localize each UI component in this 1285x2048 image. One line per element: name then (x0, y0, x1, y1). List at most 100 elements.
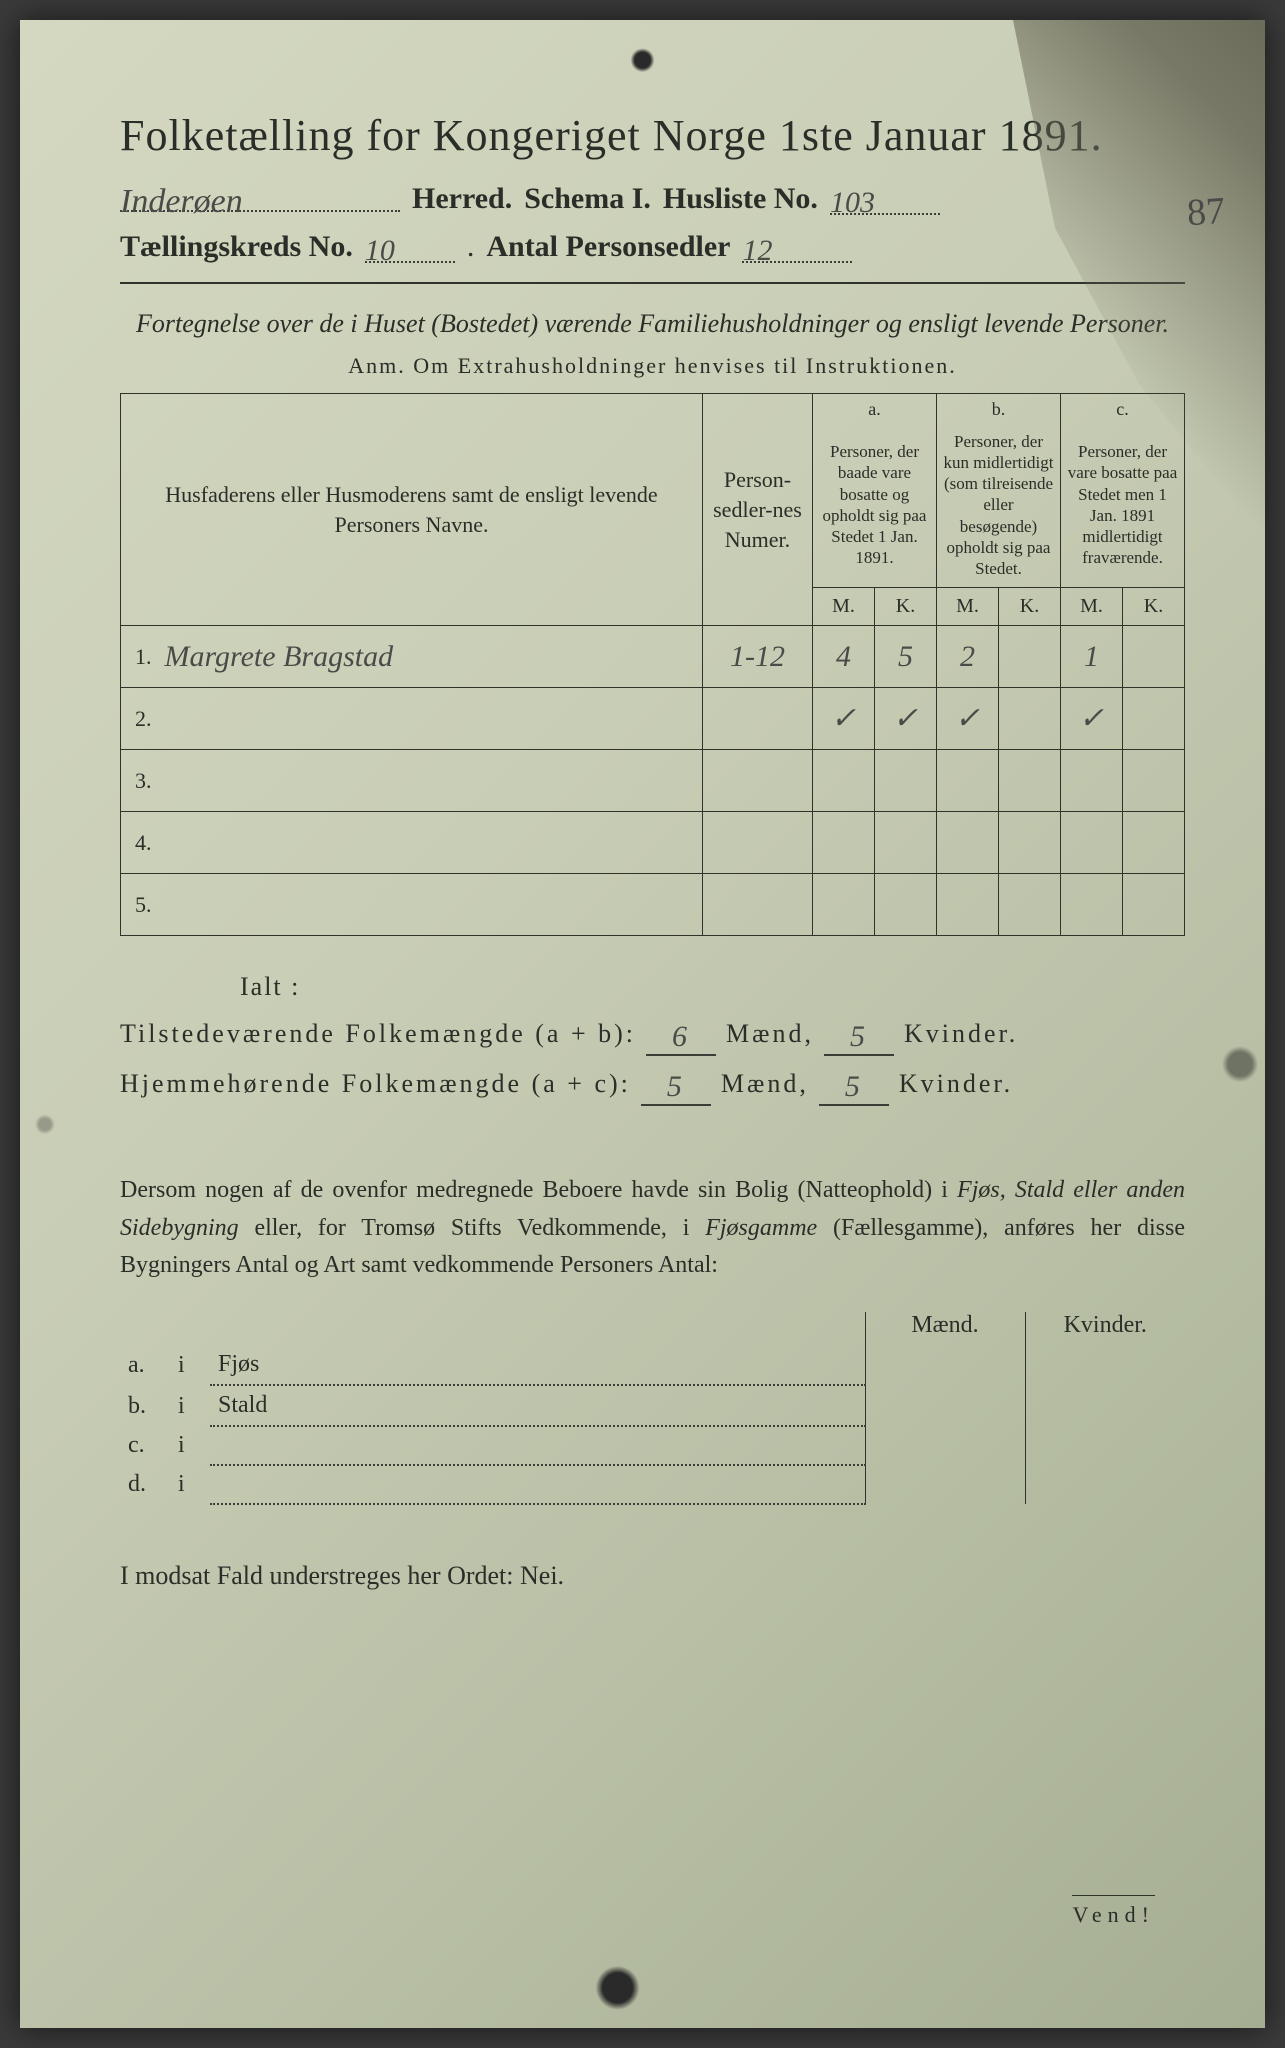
sb-label: Stald (210, 1385, 865, 1426)
col-names: Husfaderens eller Husmoderens samt de en… (121, 394, 703, 626)
kvinder-label-1: Kvinder. (904, 1019, 1018, 1049)
sb-m (865, 1465, 1025, 1504)
row-b-k (999, 688, 1061, 750)
row-b-m: 2 (937, 626, 999, 688)
kreds-label: Tællingskreds No. (120, 230, 353, 264)
desc-a: Personer, der baade vare bosatte og opho… (813, 425, 937, 588)
row-c-k (1123, 750, 1185, 812)
total-present-m: 6 (646, 1020, 716, 1056)
b-k: K. (999, 588, 1061, 626)
total-present-k: 5 (824, 1020, 894, 1056)
row-c-k (1123, 812, 1185, 874)
b-m: M. (937, 588, 999, 626)
row-a-k (875, 750, 937, 812)
para-t1: Dersom nogen af de ovenfor medregnede Be… (120, 1177, 957, 1203)
nei-line: I modsat Fald understreges her Ordet: Ne… (120, 1561, 1185, 1591)
desc-b: Personer, der kun midlertidigt (som tilr… (937, 425, 1061, 588)
sb-k (1025, 1465, 1185, 1504)
sb-i: i (170, 1385, 210, 1426)
vend-label: Vend! (1072, 1895, 1155, 1928)
table-row: 4. (121, 812, 1185, 874)
row-c-k (1123, 688, 1185, 750)
row-c-m: 1 (1061, 626, 1123, 688)
sb-i: i (170, 1465, 210, 1504)
sb-key: c. (120, 1426, 170, 1465)
subtitle: Fortegnelse over de i Huset (Bostedet) v… (120, 306, 1185, 341)
total-present: Tilstedeværende Folkemængde (a + b): 6 M… (120, 1016, 1185, 1052)
sb-m (865, 1385, 1025, 1426)
antal-label: Antal Personsedler (486, 230, 730, 264)
row-number: 3. (121, 750, 159, 812)
side-building-row: b.iStald (120, 1385, 1185, 1426)
row-number: 1. (121, 626, 159, 688)
husliste-label: Husliste No. (663, 182, 818, 216)
row-number: 4. (121, 812, 159, 874)
row-a-k (875, 874, 937, 936)
row-a-k: 5 (875, 626, 937, 688)
household-table: Husfaderens eller Husmoderens samt de en… (120, 393, 1185, 936)
margin-number: 87 (1186, 189, 1227, 236)
desc-c: Personer, der vare bosatte paa Stedet me… (1061, 425, 1185, 588)
header-line-kreds: Tællingskreds No. 10 . Antal Personsedle… (120, 230, 1185, 264)
row-numer (703, 688, 813, 750)
row-c-k (1123, 874, 1185, 936)
husliste-field: 103 (830, 182, 940, 215)
side-building-row: d.i (120, 1465, 1185, 1504)
table-row: 2.✓✓✓✓ (121, 688, 1185, 750)
row-c-m (1061, 750, 1123, 812)
sb-m (865, 1426, 1025, 1465)
small-head-m: Mænd. (865, 1312, 1025, 1345)
total-resident-k: 5 (819, 1070, 889, 1106)
col-names-text: Husfaderens eller Husmoderens samt de en… (165, 482, 657, 537)
antal-field: 12 (742, 230, 852, 263)
kreds-value: 10 (365, 234, 395, 267)
row-b-k (999, 874, 1061, 936)
a-m: M. (813, 588, 875, 626)
sb-key: d. (120, 1465, 170, 1504)
total-resident: Hjemmehørende Folkemængde (a + c): 5 Mæn… (120, 1066, 1185, 1102)
row-c-m: ✓ (1061, 688, 1123, 750)
table-row: 3. (121, 750, 1185, 812)
sb-k (1025, 1345, 1185, 1385)
row-numer: 1-12 (703, 626, 813, 688)
table-row: 5. (121, 874, 1185, 936)
census-form-page: Folketælling for Kongeriget Norge 1ste J… (20, 20, 1265, 2028)
group-a: a. (813, 394, 937, 425)
divider (120, 282, 1185, 284)
sb-label: Fjøs (210, 1345, 865, 1385)
row-name (159, 750, 703, 812)
herred-value: Inderøen (120, 183, 243, 220)
row-name (159, 812, 703, 874)
sb-label (210, 1426, 865, 1465)
row-c-m (1061, 874, 1123, 936)
c-m: M. (1061, 588, 1123, 626)
sb-m (865, 1345, 1025, 1385)
kreds-field: 10 (365, 230, 455, 263)
col-numer: Person-sedler-nes Numer. (703, 394, 813, 626)
row-a-k: ✓ (875, 688, 937, 750)
sb-k (1025, 1385, 1185, 1426)
row-b-m (937, 750, 999, 812)
row-numer (703, 812, 813, 874)
row-numer (703, 874, 813, 936)
row-name (159, 874, 703, 936)
row-numer (703, 750, 813, 812)
totals-block: Ialt : Tilstedeværende Folkemængde (a + … (120, 972, 1185, 1102)
para-i2: Fjøsgamme (705, 1215, 817, 1241)
husliste-value: 103 (830, 186, 875, 219)
small-head-k: Kvinder. (1025, 1312, 1185, 1345)
sb-key: b. (120, 1385, 170, 1426)
row-a-m (813, 750, 875, 812)
total-resident-label: Hjemmehørende Folkemængde (a + c): (120, 1069, 631, 1099)
row-c-k (1123, 626, 1185, 688)
anm-note: Anm. Om Extrahusholdninger henvises til … (120, 353, 1185, 379)
side-building-row: a.iFjøs (120, 1345, 1185, 1385)
row-name (159, 688, 703, 750)
para-t2: eller, for Tromsø Stifts Vedkommende, i (239, 1215, 706, 1241)
row-a-m (813, 874, 875, 936)
side-building-paragraph: Dersom nogen af de ovenfor medregnede Be… (120, 1172, 1185, 1284)
row-a-m: ✓ (813, 688, 875, 750)
group-c: c. (1061, 394, 1185, 425)
table-row: 1.Margrete Bragstad1-124521 (121, 626, 1185, 688)
group-b: b. (937, 394, 1061, 425)
